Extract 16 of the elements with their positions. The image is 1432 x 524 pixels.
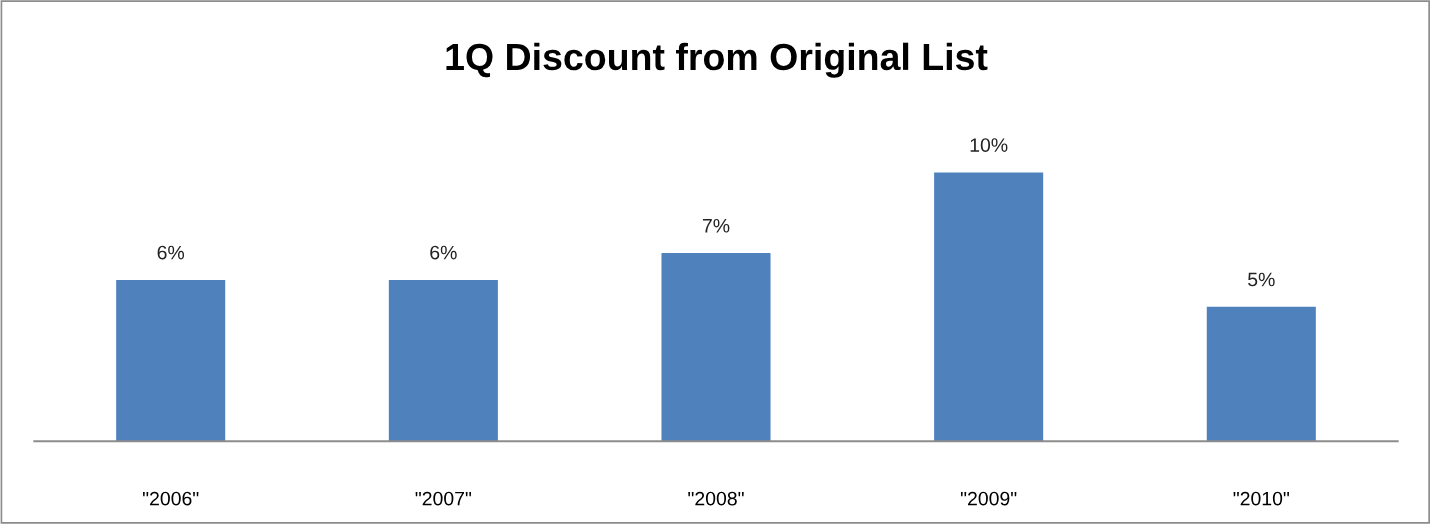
data-label: 10%	[970, 138, 1008, 152]
data-label: 5%	[1248, 272, 1275, 287]
x-tick-label: "2009"	[960, 491, 1017, 506]
x-tick-label: "2010"	[1233, 491, 1290, 506]
bar	[1206, 306, 1316, 442]
data-label: 6%	[157, 245, 185, 260]
x-tick-label: "2007"	[415, 491, 472, 506]
data-label: 7%	[702, 218, 730, 233]
bar	[934, 172, 1044, 442]
x-tick-label: "2008"	[688, 491, 744, 506]
data-label: 6%	[430, 245, 457, 260]
x-tick-label: "2006"	[142, 491, 199, 506]
bar	[388, 279, 498, 442]
bar	[661, 253, 771, 442]
chart-title: 1Q Discount from Original List	[446, 42, 988, 78]
bar	[116, 279, 226, 442]
